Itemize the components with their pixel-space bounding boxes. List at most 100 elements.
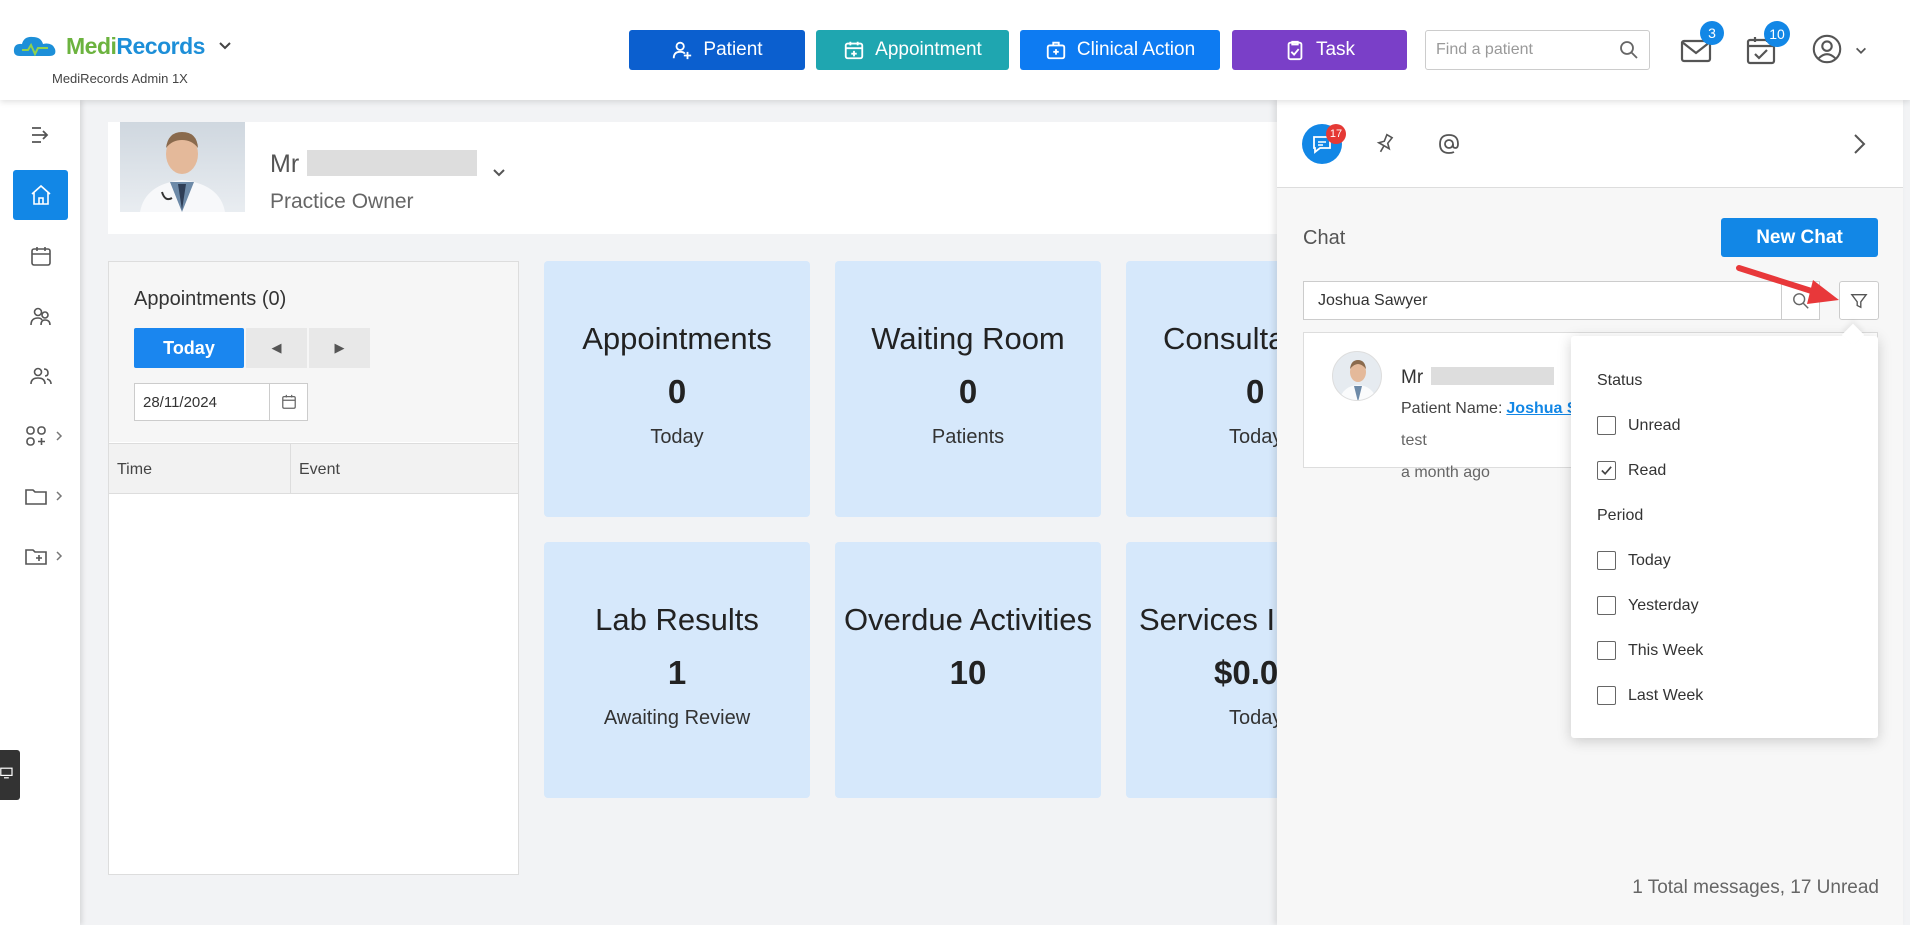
date-picker-toggle[interactable] <box>269 384 307 420</box>
profile-avatar <box>120 122 245 212</box>
sidebar-item-patients[interactable] <box>13 291 68 341</box>
filter-option-read[interactable]: Read <box>1597 461 1666 480</box>
chat-filter-button[interactable] <box>1839 281 1879 320</box>
appointments-title: Appointments (0) <box>134 288 287 310</box>
sidebar-item-add-folder[interactable] <box>13 531 68 581</box>
patients-icon <box>29 307 51 326</box>
filter-option-label: Last Week <box>1628 686 1704 704</box>
search-icon[interactable] <box>1619 40 1639 60</box>
chat-search-button[interactable] <box>1781 282 1819 319</box>
clinical-action-button-label: Clinical Action <box>1076 39 1196 60</box>
chevron-down-icon[interactable] <box>490 164 508 182</box>
tile-waiting-room[interactable]: Waiting Room 0 Patients <box>835 261 1101 517</box>
sidebar-item-calendar[interactable] <box>13 231 68 281</box>
column-header-event: Event <box>299 461 340 478</box>
filter-option-today[interactable]: Today <box>1597 551 1671 570</box>
tile-appointments[interactable]: Appointments 0 Today <box>544 261 810 517</box>
checkbox[interactable] <box>1597 686 1616 705</box>
checkbox[interactable] <box>1597 551 1616 570</box>
profile-card: Mr Practice Owner <box>108 122 1278 234</box>
filter-option-yesterday[interactable]: Yesterday <box>1597 596 1699 615</box>
sidebar-expand[interactable] <box>13 110 68 160</box>
chevron-right-icon <box>56 551 63 561</box>
patient-name-label: Patient Name: <box>1401 400 1503 417</box>
logo-text-medi: Medi <box>66 32 117 59</box>
tile-services-invoiced[interactable]: Services In $0.0 Today <box>1126 542 1278 798</box>
mention-icon[interactable] <box>1437 132 1461 156</box>
tile-consultations[interactable]: Consulta 0 Today <box>1126 261 1278 517</box>
profile-name: Mr <box>270 150 478 179</box>
sidebar-item-folders[interactable] <box>13 471 68 521</box>
column-header-time: Time <box>117 461 152 478</box>
filter-period-heading: Period <box>1597 507 1644 524</box>
home-icon <box>30 184 51 205</box>
chevron-down-icon <box>1856 47 1866 54</box>
tile-value: 10 <box>949 654 987 691</box>
user-menu[interactable] <box>1810 32 1872 68</box>
add-patient-button[interactable]: Patient <box>629 30 805 70</box>
sidebar-item-home[interactable] <box>13 170 68 220</box>
add-appointment-button[interactable]: Appointment <box>816 30 1009 70</box>
chevron-down-icon[interactable] <box>217 38 233 54</box>
new-chat-button[interactable]: New Chat <box>1721 218 1878 257</box>
chat-summary: 1 Total messages, 17 Unread <box>1632 877 1879 898</box>
sidebar-item-contacts[interactable] <box>13 351 68 401</box>
sidebar-item-modules[interactable] <box>13 411 68 461</box>
chat-search <box>1303 281 1820 320</box>
side-drawer-tab[interactable] <box>0 750 20 800</box>
tile-overdue-activities[interactable]: Overdue Activities 10 <box>835 542 1101 798</box>
filter-option-unread[interactable]: Unread <box>1597 416 1680 435</box>
previous-day-button[interactable]: ◀ <box>246 328 307 368</box>
expand-menu-icon <box>31 127 48 143</box>
app-logo[interactable]: MediRecords <box>12 32 233 60</box>
logo-subtitle: MediRecords Admin 1X <box>52 71 188 86</box>
chevron-right-icon[interactable] <box>1847 132 1871 156</box>
redacted-name <box>1431 367 1555 385</box>
date-value: 28/11/2024 <box>143 394 217 411</box>
tile-lab-results[interactable]: Lab Results 1 Awaiting Review <box>544 542 810 798</box>
clipboard-check-icon <box>1287 40 1303 61</box>
tile-subtitle: Today <box>1229 426 1278 448</box>
grid-icon <box>25 426 46 446</box>
date-picker[interactable]: 28/11/2024 <box>134 383 308 421</box>
appointments-panel: Appointments (0) Today ◀ ▶ 28/11/2024 Ti… <box>108 261 519 875</box>
checkbox[interactable] <box>1597 596 1616 615</box>
tile-value: $0.0 <box>1214 654 1278 691</box>
appointments-table-header: Time Event <box>109 443 518 494</box>
checkbox-checked[interactable] <box>1597 461 1616 480</box>
tile-subtitle: Patients <box>931 426 1005 448</box>
filter-option-this-week[interactable]: This Week <box>1597 641 1703 660</box>
checkbox[interactable] <box>1597 416 1616 435</box>
tile-subtitle: Today <box>650 426 704 448</box>
tile-subtitle: Today <box>1229 707 1278 729</box>
chat-search-input[interactable] <box>1304 282 1764 319</box>
sender-name: Mr <box>1401 367 1555 389</box>
pin-icon[interactable] <box>1373 132 1397 156</box>
find-patient-input[interactable] <box>1426 31 1606 69</box>
next-day-button[interactable]: ▶ <box>309 328 370 368</box>
tile-title: Waiting Room <box>871 321 1065 356</box>
tile-title: Appointments <box>582 321 772 356</box>
add-task-button[interactable]: Task <box>1232 30 1407 70</box>
find-patient-search <box>1425 30 1650 70</box>
redacted-name <box>307 150 478 176</box>
logo-text: MediRecords <box>66 33 205 60</box>
tile-title: Lab Results <box>595 602 759 637</box>
mail-icon[interactable] <box>1679 34 1713 66</box>
filter-status-heading: Status <box>1597 372 1643 389</box>
calendar-plus-icon <box>844 41 864 60</box>
checkbox[interactable] <box>1597 641 1616 660</box>
users-icon <box>29 367 52 385</box>
clinical-action-button[interactable]: Clinical Action <box>1020 30 1220 70</box>
folder-plus-icon <box>24 549 47 565</box>
today-button[interactable]: Today <box>134 328 244 368</box>
sender-salutation: Mr <box>1401 367 1424 388</box>
top-header: MediRecords MediRecords Admin 1X Patient… <box>0 0 1910 100</box>
medical-kit-icon <box>1046 41 1066 60</box>
filter-option-last-week[interactable]: Last Week <box>1597 686 1703 705</box>
chat-filter-dropdown: Status Unread Read Period Today Yesterda… <box>1571 336 1878 738</box>
patient-name-link[interactable]: Joshua S <box>1506 400 1578 417</box>
filter-icon <box>1850 293 1868 308</box>
appointment-button-label: Appointment <box>875 39 982 60</box>
message-preview: test <box>1401 432 1427 449</box>
